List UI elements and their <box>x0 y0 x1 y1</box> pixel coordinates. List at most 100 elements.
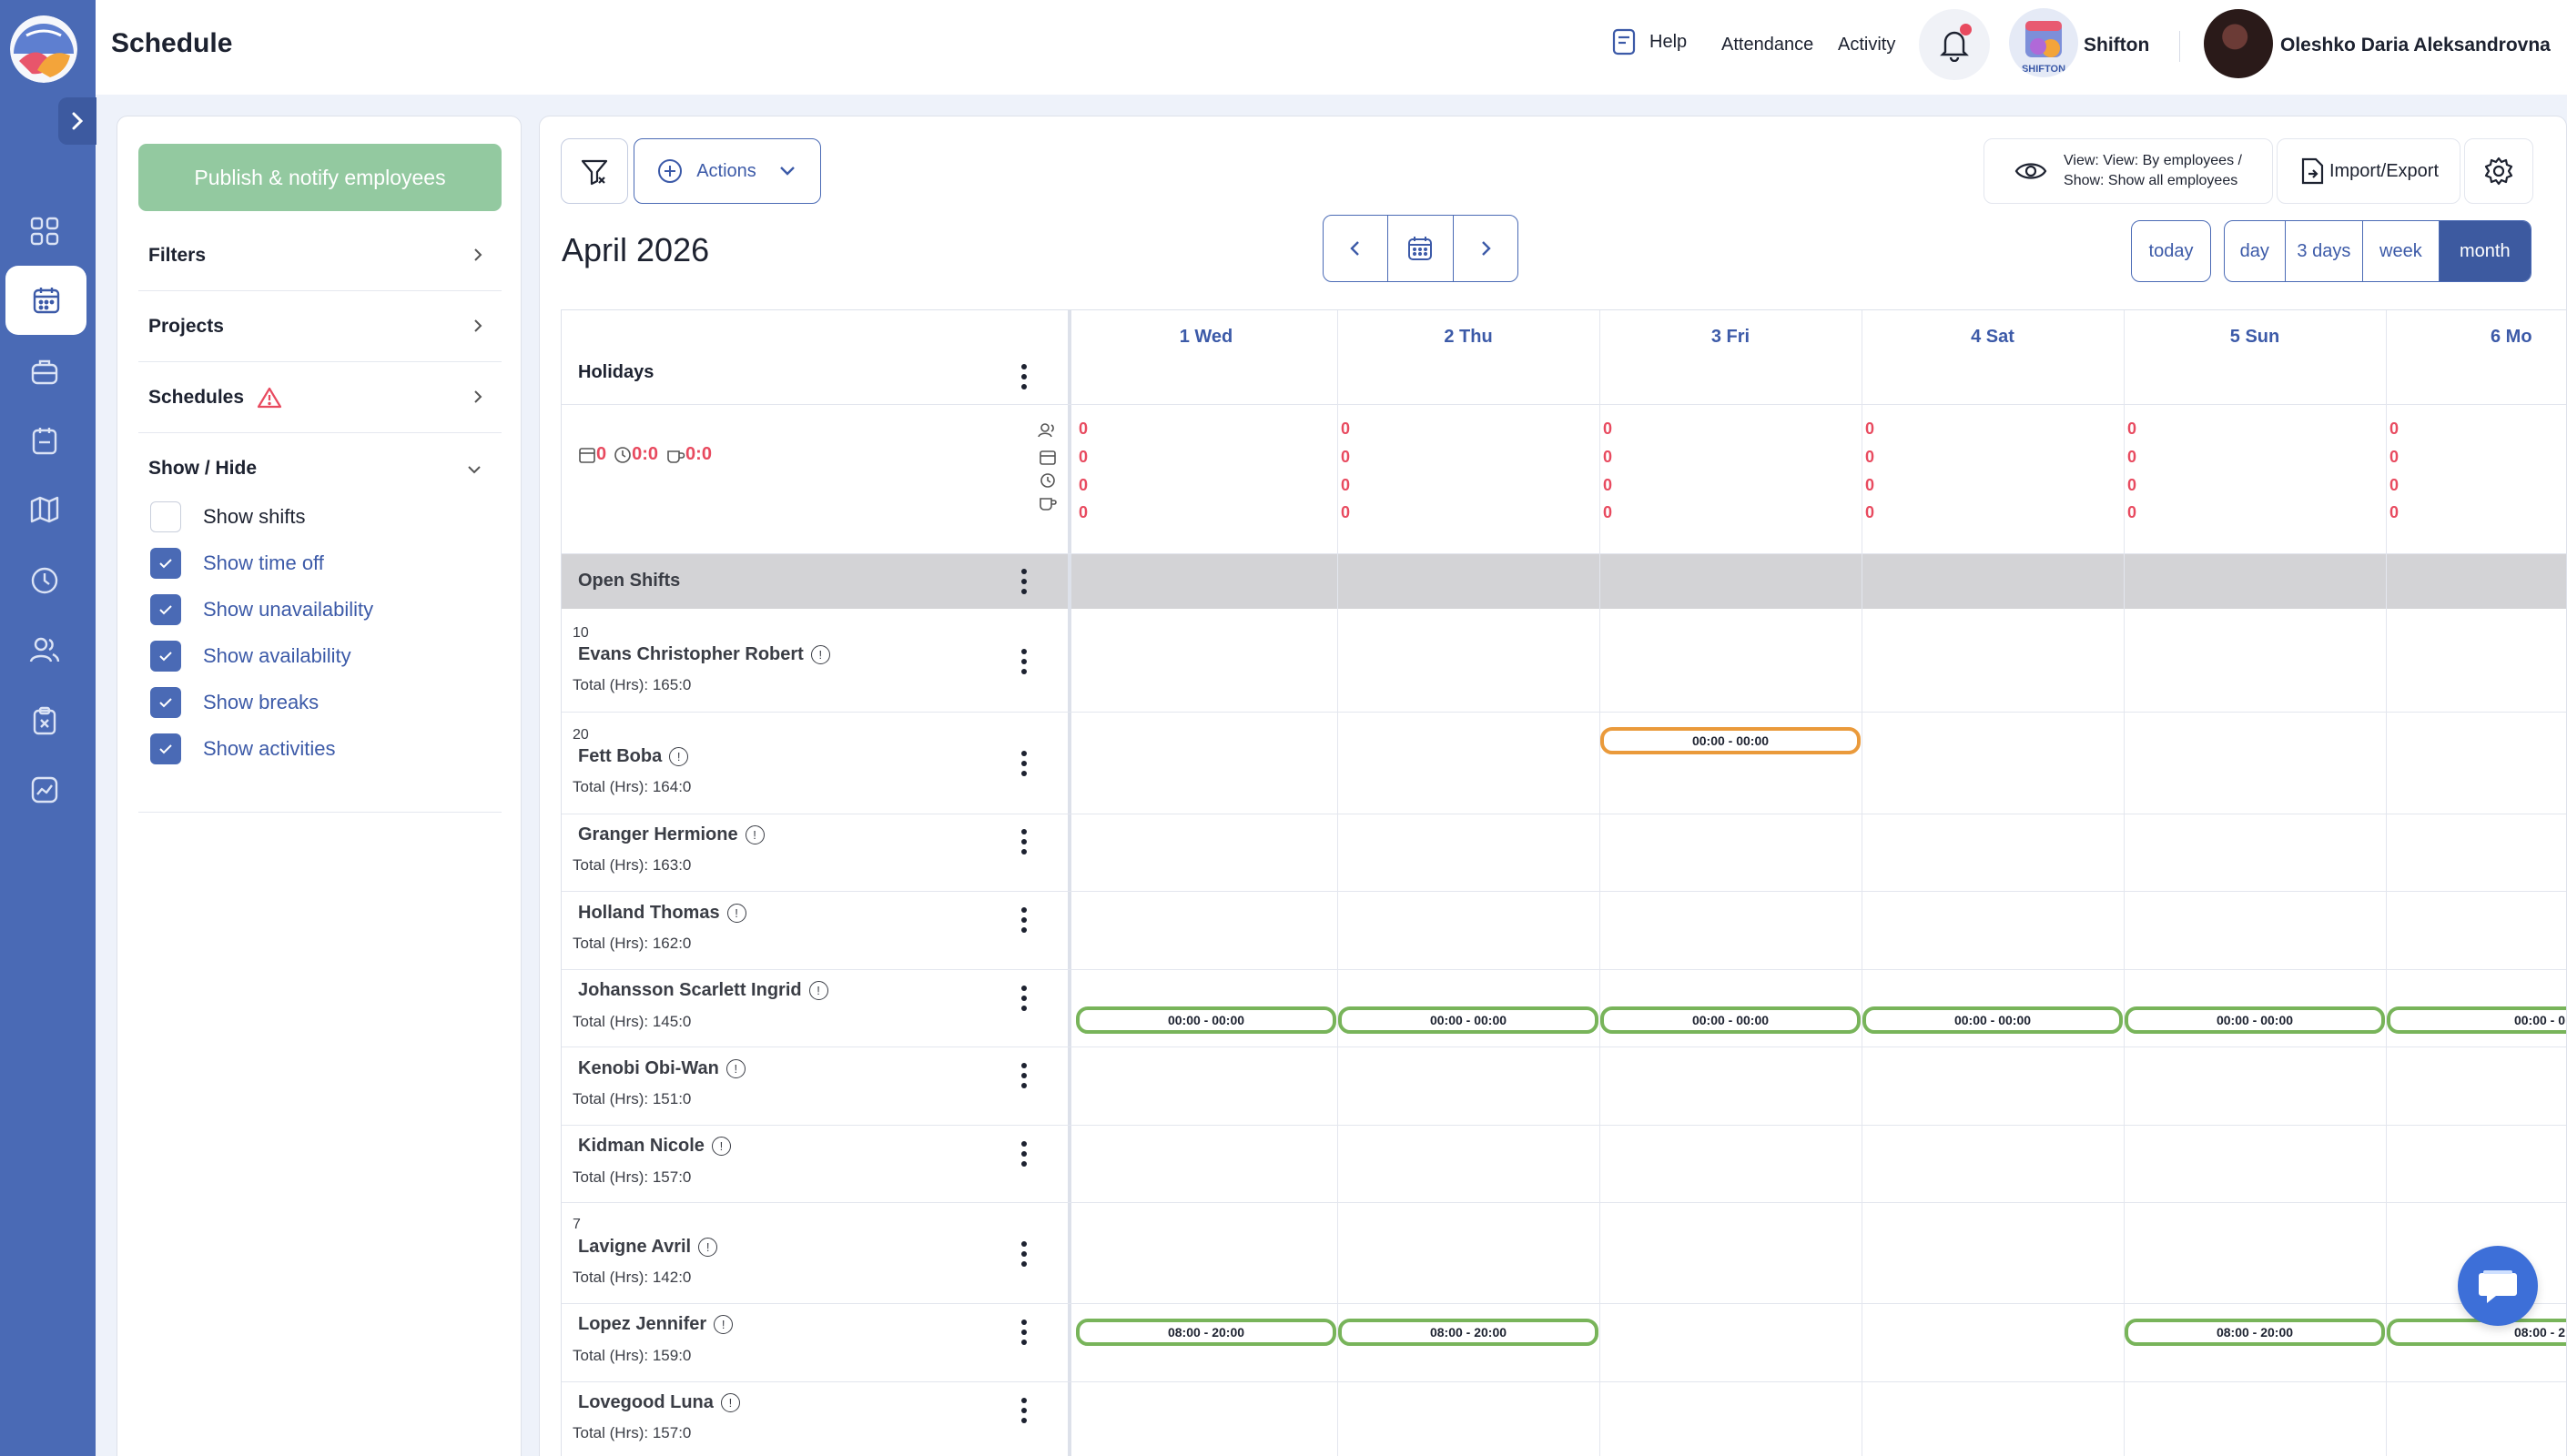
rail-item-requests[interactable] <box>21 697 68 744</box>
expand-sidebar-button[interactable] <box>58 97 96 145</box>
actions-button[interactable]: Actions <box>634 138 821 204</box>
shift-block[interactable]: 00:00 - 0 <box>2387 1006 2566 1034</box>
employee-menu-button[interactable] <box>1021 1063 1027 1093</box>
shift-block[interactable]: 08:00 - 2 <box>2387 1319 2566 1346</box>
employee-menu-button[interactable] <box>1021 829 1027 859</box>
employee-name[interactable]: Lovegood Luna! <box>578 1392 740 1413</box>
view-mode-button[interactable]: View: View: By employees / Show: Show al… <box>1984 138 2273 204</box>
range-day[interactable]: day <box>2239 240 2269 261</box>
import-export-button[interactable]: Import/Export <box>2277 138 2460 204</box>
employee-name[interactable]: Holland Thomas! <box>578 903 746 924</box>
range-3-days[interactable]: 3 days <box>2284 221 2363 281</box>
info-icon[interactable]: ! <box>720 1393 740 1412</box>
day-header[interactable]: 6 Mo <box>2491 327 2532 347</box>
employee-menu-button[interactable] <box>1021 649 1027 679</box>
rail-item-dashboard[interactable] <box>21 207 68 255</box>
date-picker-button[interactable] <box>1387 216 1452 281</box>
rail-item-schedule[interactable] <box>5 266 86 335</box>
filters-section[interactable]: Filters <box>138 220 502 291</box>
support-chat-button[interactable] <box>2458 1246 2538 1326</box>
day-header[interactable]: 5 Sun <box>2229 327 2280 347</box>
app-logo[interactable] <box>10 15 77 83</box>
shift-block[interactable]: 08:00 - 20:00 <box>2125 1319 2385 1346</box>
employee-menu-button[interactable] <box>1021 1241 1027 1271</box>
today-button[interactable]: today <box>2131 220 2211 282</box>
toggle-show-activities[interactable]: Show activities <box>150 733 336 765</box>
checkbox[interactable] <box>150 501 181 532</box>
toggle-show-shifts[interactable]: Show shifts <box>150 500 306 533</box>
employee-menu-button[interactable] <box>1021 1398 1027 1428</box>
shift-block[interactable]: 00:00 - 00:00 <box>1600 727 1861 754</box>
next-button[interactable] <box>1452 216 1517 281</box>
info-icon[interactable]: ! <box>726 904 746 923</box>
actions-label: Actions <box>696 160 756 181</box>
employee-name[interactable]: Lavigne Avril! <box>578 1237 718 1258</box>
toggle-show-unavailability[interactable]: Show unavailability <box>150 593 373 626</box>
settings-button[interactable] <box>2464 138 2533 204</box>
shift-block[interactable]: 00:00 - 00:00 <box>1862 1006 2123 1034</box>
checkbox[interactable] <box>150 594 181 625</box>
previous-button[interactable] <box>1324 216 1387 281</box>
employee-menu-button[interactable] <box>1021 1320 1027 1350</box>
shift-block[interactable]: 08:00 - 20:00 <box>1076 1319 1336 1346</box>
info-icon[interactable]: ! <box>725 1059 746 1078</box>
info-icon[interactable]: ! <box>714 1315 734 1334</box>
company-name[interactable]: Shifton <box>2084 35 2150 56</box>
info-icon[interactable]: ! <box>711 1137 731 1156</box>
toggle-show-breaks[interactable]: Show breaks <box>150 686 319 719</box>
rail-item-map[interactable] <box>21 486 68 533</box>
range-week[interactable]: week <box>2362 221 2439 281</box>
rail-item-employees[interactable] <box>21 626 68 673</box>
employee-menu-button[interactable] <box>1021 1141 1027 1171</box>
attendance-link[interactable]: Attendance <box>1721 35 1814 55</box>
filter-button[interactable] <box>561 138 628 204</box>
employee-name[interactable]: Fett Boba! <box>578 746 689 767</box>
shift-block[interactable]: 08:00 - 20:00 <box>1338 1319 1598 1346</box>
employee-menu-button[interactable] <box>1021 907 1027 937</box>
info-icon[interactable]: ! <box>669 747 689 766</box>
employee-name[interactable]: Kenobi Obi-Wan! <box>578 1058 746 1079</box>
holidays-menu-button[interactable] <box>1021 364 1027 394</box>
day-header[interactable]: 2 Thu <box>1444 327 1493 347</box>
activity-link[interactable]: Activity <box>1838 35 1896 55</box>
employee-name[interactable]: Johansson Scarlett Ingrid! <box>578 980 828 1001</box>
employee-name[interactable]: Lopez Jennifer! <box>578 1314 734 1335</box>
toggle-show-time-off[interactable]: Show time off <box>150 547 324 580</box>
schedules-section[interactable]: Schedules <box>138 362 502 433</box>
user-name[interactable]: Oleshko Daria Aleksandrovna <box>2280 35 2551 56</box>
company-logo[interactable]: SHIFTON <box>2009 8 2078 77</box>
range-month[interactable]: month <box>2438 221 2531 281</box>
toggle-show-availability[interactable]: Show availability <box>150 640 351 672</box>
employee-name[interactable]: Kidman Nicole! <box>578 1136 731 1157</box>
day-header[interactable]: 3 Fri <box>1710 327 1750 347</box>
avatar[interactable] <box>2204 9 2273 78</box>
employee-menu-button[interactable] <box>1021 751 1027 781</box>
checkbox[interactable] <box>150 548 181 579</box>
shift-block[interactable]: 00:00 - 00:00 <box>1600 1006 1861 1034</box>
open-shifts-menu-button[interactable] <box>1021 569 1027 599</box>
rail-item-projects[interactable] <box>21 348 68 395</box>
day-header[interactable]: 1 Wed <box>1179 327 1233 347</box>
rail-item-tasks[interactable] <box>21 417 68 464</box>
help-link[interactable]: Help <box>1611 27 1687 56</box>
employee-menu-button[interactable] <box>1021 986 1027 1016</box>
day-header[interactable]: 4 Sat <box>1971 327 2014 347</box>
info-icon[interactable]: ! <box>810 645 830 664</box>
info-icon[interactable]: ! <box>698 1238 718 1257</box>
employee-name[interactable]: Granger Hermione! <box>578 824 765 845</box>
shift-block[interactable]: 00:00 - 00:00 <box>1076 1006 1336 1034</box>
checkbox[interactable] <box>150 687 181 718</box>
show-hide-section[interactable]: Show / Hide <box>138 433 502 504</box>
checkbox[interactable] <box>150 641 181 672</box>
rail-item-time[interactable] <box>21 557 68 604</box>
publish-button[interactable]: Publish & notify employees <box>138 144 502 211</box>
employee-name[interactable]: Evans Christopher Robert! <box>578 644 830 665</box>
notifications-button[interactable] <box>1919 9 1990 80</box>
projects-section[interactable]: Projects <box>138 291 502 362</box>
shift-block[interactable]: 00:00 - 00:00 <box>1338 1006 1598 1034</box>
info-icon[interactable]: ! <box>745 825 765 844</box>
info-icon[interactable]: ! <box>808 981 828 1000</box>
checkbox[interactable] <box>150 733 181 764</box>
shift-block[interactable]: 00:00 - 00:00 <box>2125 1006 2385 1034</box>
rail-item-reports[interactable] <box>21 766 68 814</box>
